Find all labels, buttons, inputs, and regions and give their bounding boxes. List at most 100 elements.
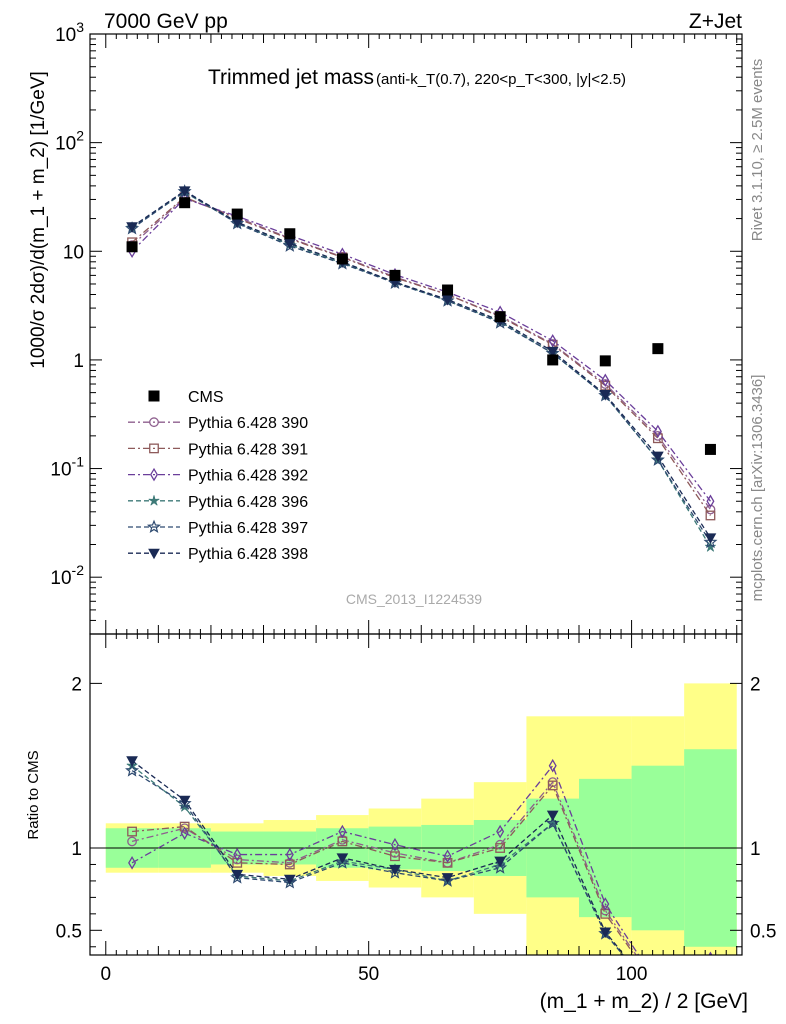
- y-ticks: [90, 33, 742, 635]
- cms-point-4: [336, 253, 348, 265]
- ratio-line-2: [131, 764, 640, 955]
- ratio-frame: [89, 633, 743, 956]
- ratio-1-point-7: [495, 843, 506, 853]
- ratio-1-point-0: [127, 826, 137, 837]
- ratio-line-4: [131, 770, 624, 955]
- legend-label-1: Pythia 6.428 391: [188, 441, 308, 458]
- legend-label-5: Pythia 6.428 398: [188, 546, 308, 563]
- series-5-point-0: [126, 222, 138, 233]
- ratio-2-point-0: [128, 856, 137, 870]
- ratio-0-point-11: [706, 962, 715, 971]
- cms-point-1: [179, 197, 191, 209]
- cms-point-11: [704, 443, 716, 455]
- y-tick-label: 10: [63, 242, 84, 263]
- x-tick-label: 50: [358, 964, 379, 985]
- rivet-label: Rivet 3.1.10, ≥ 2.5M events: [749, 59, 766, 242]
- ratio-2-point-2: [233, 847, 242, 862]
- legend-marker-5: [148, 548, 160, 560]
- ratio-2-point-9: [601, 897, 610, 911]
- ratio-2-point-8: [548, 758, 557, 773]
- ratio-1-point-5: [390, 851, 400, 862]
- series-2-point-9: [601, 373, 610, 388]
- mcplots-label: mcplots.cern.ch [arXiv:1306.3436]: [749, 375, 766, 602]
- cms-point-7: [494, 311, 506, 323]
- series-1-point-11: [705, 510, 716, 521]
- ratio-2-point-6: [443, 849, 452, 864]
- cms-point-3: [284, 228, 296, 240]
- series-5-point-10: [652, 451, 664, 463]
- cms-point-8: [547, 354, 559, 366]
- ratio-4-point-0: [125, 763, 140, 777]
- series-5-point-8: [546, 346, 559, 358]
- ratio-2-point-7: [496, 824, 505, 839]
- series-line-4: [131, 190, 711, 543]
- ratio-2-point-10: [655, 979, 662, 990]
- y-tick-label: 103: [55, 19, 84, 46]
- y-tick-label: 10-1: [50, 454, 84, 481]
- ratio-2-point-3: [285, 847, 294, 862]
- series-4-point-10: [650, 452, 665, 466]
- main-panel: 10-2 10-1 1 10 102 103: [50, 19, 743, 635]
- ratio-5-point-2: [231, 869, 244, 881]
- series-line-5: [131, 190, 711, 539]
- x-tick-label: 0: [100, 964, 111, 985]
- chart-title-sub: (anti-k_T(0.7), 220<p_T<300, |y|<2.5): [376, 71, 626, 88]
- legend-label-4: Pythia 6.428 397: [188, 520, 308, 537]
- ratio-5-point-8: [546, 810, 559, 822]
- chart-title-main: Trimmed jet mass: [208, 66, 374, 89]
- series-line-1: [131, 196, 711, 516]
- ratio-tick-label-right: 1: [750, 839, 761, 860]
- ratio-5-point-6: [441, 873, 454, 884]
- x-tick-label: 100: [616, 964, 648, 985]
- ratio-5-point-0: [126, 756, 138, 767]
- ratio-1-point-11: [706, 967, 715, 976]
- ratio-1-point-2: [232, 857, 243, 868]
- ratio-y-axis-label: Ratio to CMS: [25, 750, 42, 839]
- ratio-1-point-6: [442, 857, 453, 868]
- cms-point-10: [652, 343, 664, 355]
- ratio-2-point-4: [338, 824, 347, 839]
- y-tick-labels: 10-2 10-1 1 10 102 103: [50, 19, 84, 589]
- legend-marker-4: [146, 519, 162, 533]
- ratio-0-point-0: [127, 836, 137, 847]
- chart-title: Trimmed jet mass (anti-k_T(0.7), 220<p_T<…: [208, 66, 626, 89]
- ratio-5-point-3: [283, 874, 296, 886]
- legend-label-3: Pythia 6.428 396: [188, 494, 308, 511]
- ratio-tick-label-right: 0.5: [750, 921, 776, 942]
- header-right: Z+Jet: [689, 10, 742, 33]
- series-5-point-9: [599, 390, 612, 401]
- ratio-5-point-5: [389, 864, 401, 876]
- ratio-5-point-4: [336, 853, 349, 864]
- main-frame: [89, 33, 743, 635]
- series-line-0: [131, 197, 711, 510]
- ratio-tick-label-left: 2: [71, 674, 82, 695]
- ratio-5-point-7: [494, 856, 506, 868]
- legend-label-2: Pythia 6.428 392: [188, 468, 308, 485]
- cms-point-2: [231, 208, 243, 220]
- ratio-panel: 0 50 100 0.5 0.5 1 1 2 2: [56, 34, 776, 990]
- y-tick-label: 102: [55, 128, 84, 155]
- series-5-point-1: [178, 186, 191, 197]
- cms-point-0: [126, 241, 138, 253]
- ratio-5-point-9: [599, 927, 612, 938]
- ratio-1-point-1: [179, 821, 190, 832]
- ratio-2-point-1: [180, 826, 189, 840]
- legend-cms-marker: [148, 390, 160, 402]
- x-axis-label: (m_1 + m_2) / 2 [GeV]: [540, 990, 748, 1013]
- series-2-point-10: [653, 424, 662, 439]
- series-1-point-10: [652, 433, 663, 444]
- legend-marker-2: [149, 467, 159, 482]
- y-tick-label: 1: [73, 351, 84, 372]
- ratio-line-0: [131, 780, 637, 955]
- legend: CMS Pythia 6.428 390 Pythia 6.428 391 Pythi…: [128, 389, 308, 563]
- series-5-point-11: [704, 533, 717, 544]
- series-2-point-11: [706, 494, 715, 509]
- cms-point-6: [442, 284, 454, 296]
- ratio-tick-label-right: 2: [750, 674, 761, 695]
- ratio-4-point-7: [493, 860, 508, 874]
- ratio-2-point-5: [390, 837, 399, 852]
- series-line-2: [131, 197, 711, 502]
- cms-point-9: [599, 355, 611, 367]
- header-left: 7000 GeV pp: [104, 10, 228, 33]
